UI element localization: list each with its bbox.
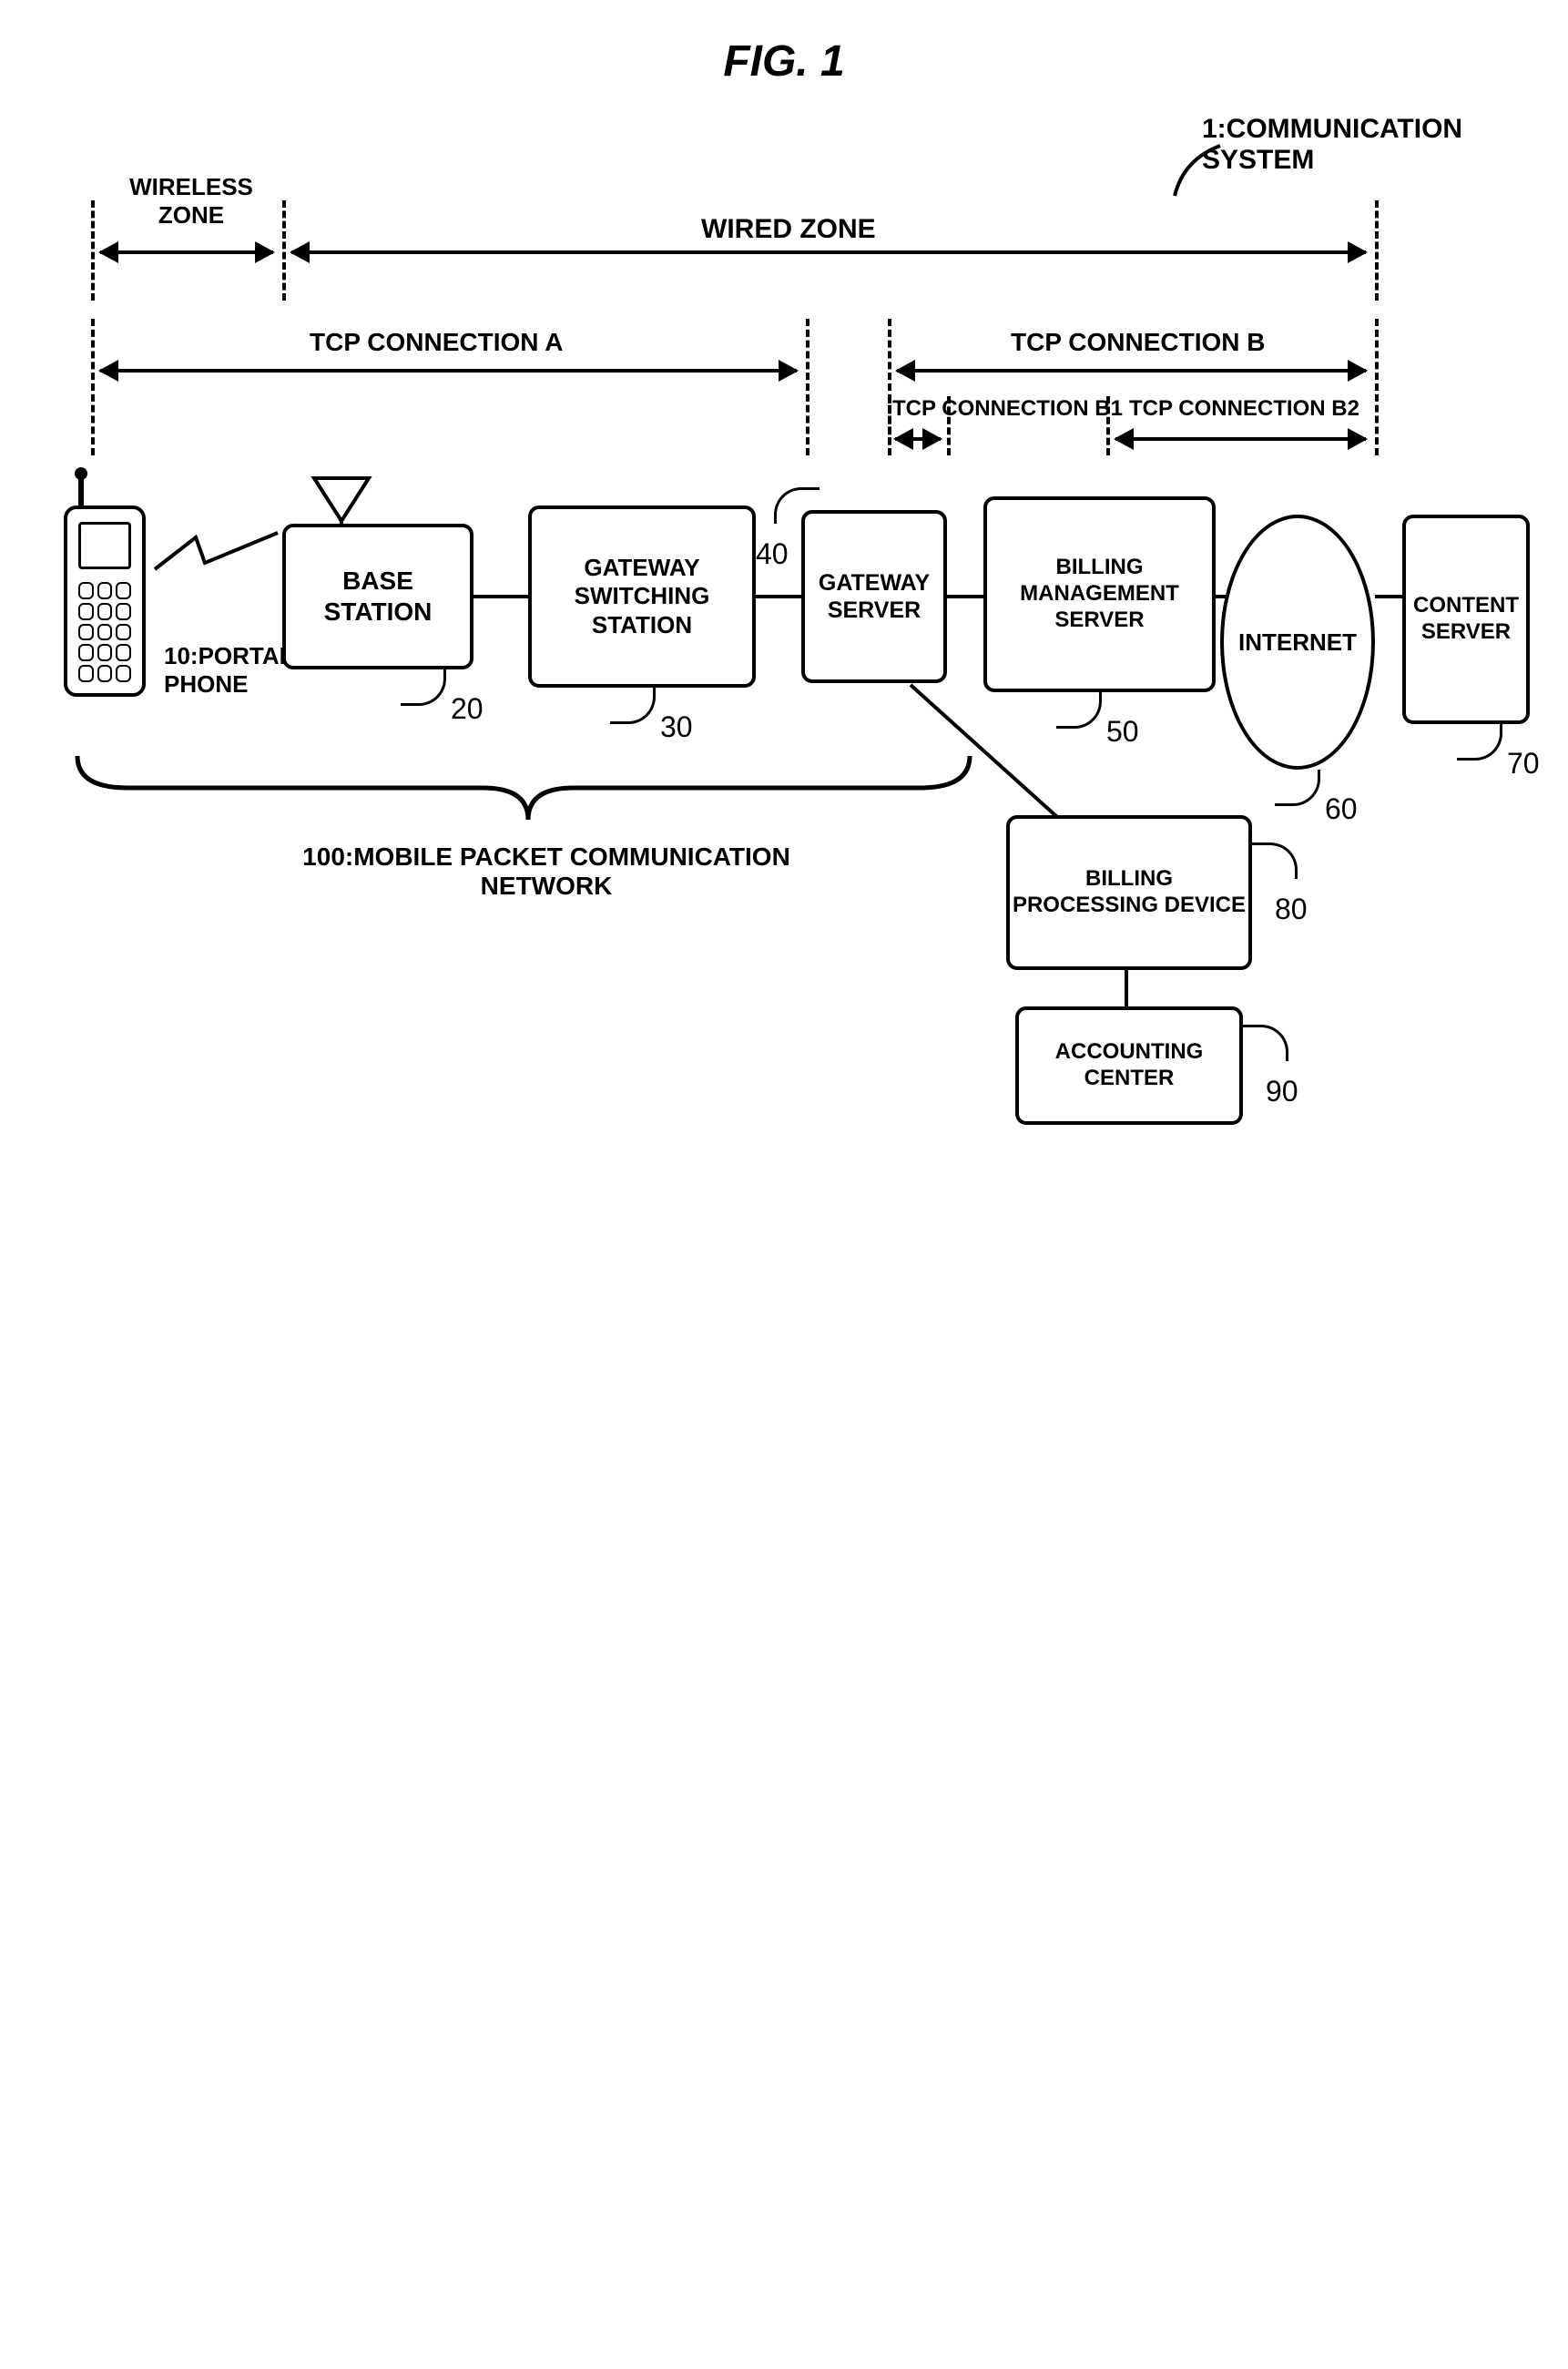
billing-mgmt-box: BILLING MANAGEMENT SERVER <box>983 496 1216 692</box>
internet-ellipse: INTERNET <box>1220 515 1375 770</box>
base-station-antenna-icon <box>310 474 373 526</box>
accounting-text: ACCOUNTING CENTER <box>1019 1039 1239 1092</box>
ref-20: 20 <box>451 692 484 726</box>
tcp-a-label: TCP CONNECTION A <box>310 328 563 357</box>
ref-curve-90 <box>1243 1025 1288 1061</box>
base-station-text: BASE STATION <box>286 566 470 627</box>
ref-30: 30 <box>660 710 693 744</box>
content-server-box: CONTENT SERVER <box>1402 515 1530 724</box>
base-station-box: BASE STATION <box>282 524 473 669</box>
internet-text: INTERNET <box>1238 628 1357 657</box>
portable-phone-icon <box>64 505 146 697</box>
zone-dash-3 <box>1375 200 1379 301</box>
ref-curve-70 <box>1457 724 1502 761</box>
billing-proc-box: BILLING PROCESSING DEVICE <box>1006 815 1252 970</box>
ref-curve-80 <box>1252 842 1298 879</box>
zone-dash-2 <box>282 200 286 301</box>
link-gsw-gw <box>756 595 801 598</box>
ref-curve-50 <box>1056 692 1102 729</box>
tcp-dash-content <box>1375 319 1379 455</box>
ref-50: 50 <box>1106 715 1139 749</box>
ref-40: 40 <box>756 537 789 571</box>
gateway-switching-box: GATEWAY SWITCHING STATION <box>528 505 756 688</box>
tcp-b1-dash-l <box>888 396 891 455</box>
ref-curve-20 <box>401 669 446 706</box>
gateway-server-text: GATEWAY SERVER <box>805 569 943 624</box>
billing-mgmt-text: BILLING MANAGEMENT SERVER <box>987 555 1212 633</box>
tcp-b2-arrow <box>1115 437 1366 441</box>
billing-proc-text: BILLING PROCESSING DEVICE <box>1010 866 1248 919</box>
ref-70: 70 <box>1507 747 1540 781</box>
tcp-b-arrow <box>897 369 1366 373</box>
ref-curve-40 <box>774 487 820 524</box>
link-gw-bms <box>947 595 983 598</box>
network-brace <box>73 751 974 833</box>
accounting-box: ACCOUNTING CENTER <box>1015 1006 1243 1125</box>
tcp-b1-arrow <box>895 437 941 441</box>
ref-80: 80 <box>1275 893 1308 926</box>
ref-60: 60 <box>1325 792 1358 826</box>
link-internet-content <box>1375 595 1402 598</box>
gateway-server-box: GATEWAY SERVER <box>801 510 947 683</box>
link-bs-gsw <box>473 595 528 598</box>
wireless-link-icon <box>150 528 287 583</box>
gateway-switching-text: GATEWAY SWITCHING STATION <box>532 554 752 639</box>
tcp-b1-label: TCP CONNECTION B1 <box>892 396 1123 422</box>
wired-zone-label: WIRED ZONE <box>701 214 876 245</box>
network-label: 100:MOBILE PACKET COMMUNICATION NETWORK <box>291 842 801 901</box>
wired-zone-arrow <box>291 250 1366 254</box>
wireless-zone-arrow <box>100 250 273 254</box>
zone-dash-1 <box>91 200 95 301</box>
diagram: 1:COMMUNICATION SYSTEM WIRELESS ZONE WIR… <box>36 114 1530 2300</box>
ref-curve-60 <box>1275 770 1320 806</box>
tcp-dash-phone <box>91 319 95 455</box>
tcp-dash-gw-left <box>806 319 809 455</box>
wireless-zone-label: WIRELESS ZONE <box>100 173 282 230</box>
system-label-pointer <box>1166 141 1238 205</box>
content-server-text: CONTENT SERVER <box>1406 593 1526 646</box>
tcp-b-label: TCP CONNECTION B <box>1011 328 1266 357</box>
ref-90: 90 <box>1266 1075 1298 1108</box>
link-bpd-acc <box>1125 970 1128 1006</box>
tcp-b2-label: TCP CONNECTION B2 <box>1129 396 1359 422</box>
ref-curve-30 <box>610 688 656 724</box>
figure-title: FIG. 1 <box>36 36 1532 87</box>
tcp-a-arrow <box>100 369 797 373</box>
system-label: 1:COMMUNICATION SYSTEM <box>1202 114 1530 176</box>
